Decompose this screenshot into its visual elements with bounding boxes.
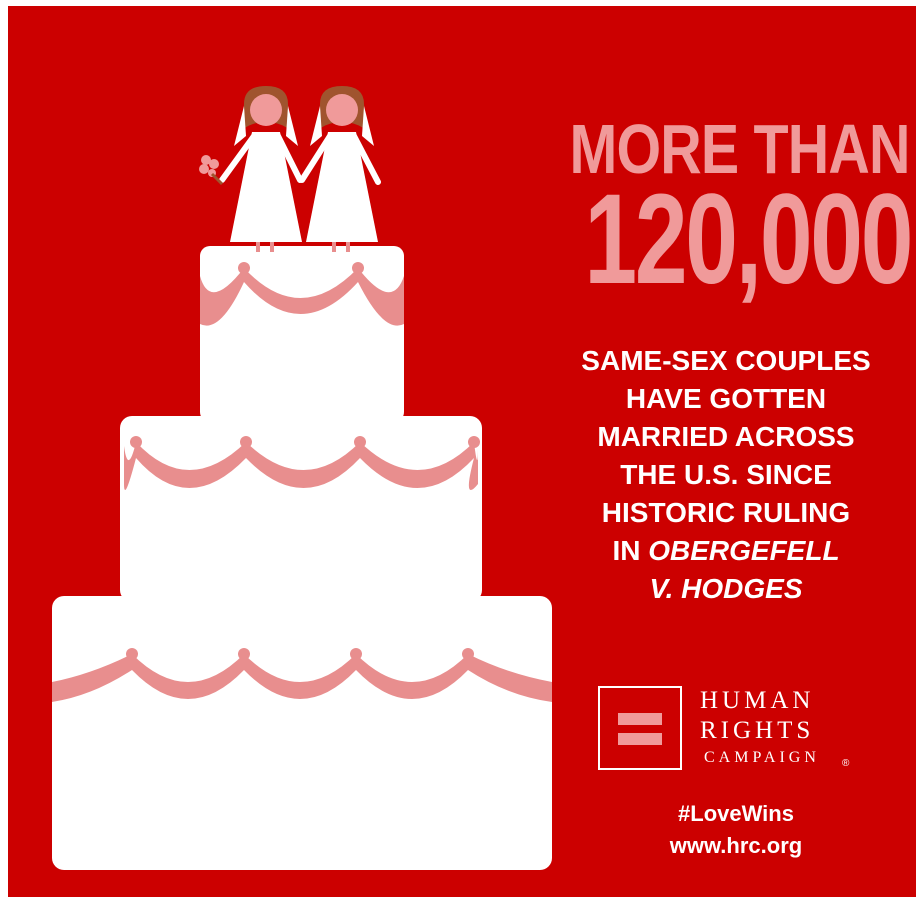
case-name-part2: V. HODGES [649,573,803,604]
bride-figure-icon [219,86,303,252]
logo-word-campaign: CAMPAIGN [704,749,820,766]
hashtag: #LoveWins [678,801,794,826]
footer: #LoveWins www.hrc.org [608,798,864,862]
logo-bar-top [618,713,662,725]
body-line: SAME-SEX COUPLES [581,345,871,376]
case-name-part1: OBERGEFELL [648,535,840,566]
bride-figure-icon [299,86,381,252]
logo-wordmark: HUMAN RIGHTS CAMPAIGN [700,686,820,770]
body-line: HAVE GOTTEN [625,383,827,414]
headline-number: 120,000 [584,168,913,311]
wedding-cake-illustration [52,86,552,870]
body-line-prefix: IN [612,535,649,566]
body-line-case-name: IN OBERGEFELL [544,532,908,570]
body-line: THE U.S. SINCE [620,459,832,490]
bouquet-icon [199,155,224,186]
headline-more-than: MORE THAN [569,110,910,188]
body-statement: SAME-SEX COUPLES HAVE GOTTEN MARRIED ACR… [544,342,908,608]
equality-logo-icon [598,686,682,770]
wedding-cake-icon [52,246,552,870]
logo-bar-bottom [618,733,662,745]
website-url: www.hrc.org [669,833,803,858]
logo-word-human: HUMAN [700,687,815,714]
body-line: HISTORIC RULING [601,497,851,528]
logo-word-rights: RIGHTS [700,717,815,744]
body-line-case-name-cont: V. HODGES [544,570,908,608]
registered-mark: ® [842,758,850,769]
body-line: MARRIED ACROSS [597,421,855,452]
hrc-logo: HUMAN RIGHTS CAMPAIGN ® [598,686,868,786]
headline: MORE THAN 120,000 [536,110,913,311]
poster: MORE THAN 120,000 SAME-SEX COUPLES HAVE … [8,6,916,897]
